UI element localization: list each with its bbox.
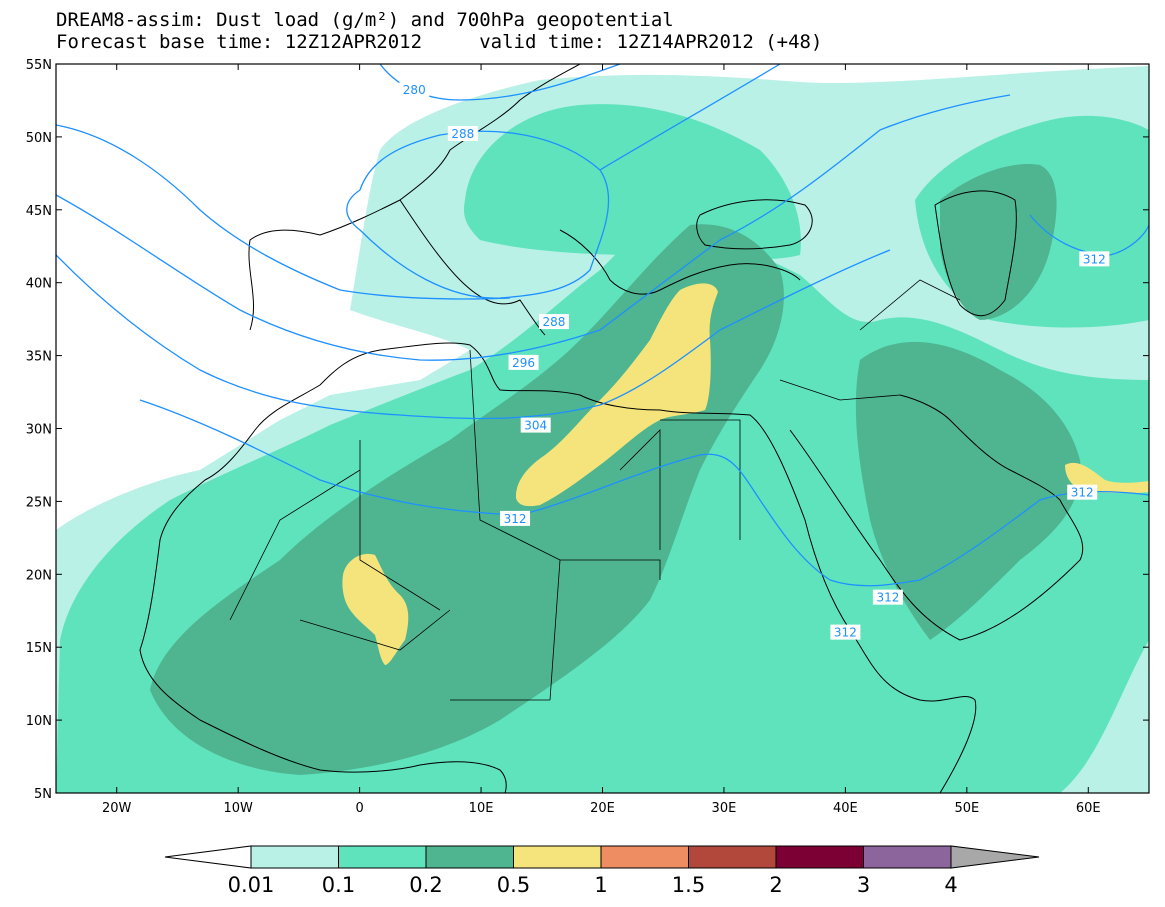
y-tick-label: 35N — [26, 350, 52, 365]
colorbar-label: 1.5 — [672, 873, 705, 897]
colorbar-low-triangle — [164, 845, 252, 869]
contour-label-bg — [447, 125, 478, 141]
political-borders — [229, 279, 961, 701]
x-tick-label: 50E — [954, 801, 979, 816]
title-line-1: DREAM8-assim: Dust load (g/m²) and 700hP… — [56, 9, 674, 31]
contour-label-bg — [1067, 484, 1098, 500]
y-tick-label: 40N — [26, 277, 52, 292]
contour-label: 288 — [542, 315, 565, 329]
title-line-2: Forecast base time: 12Z12APR2012 valid t… — [56, 31, 823, 53]
caspian-coastline — [934, 190, 1017, 317]
contour-label: 312 — [504, 512, 527, 526]
contour-label: 312 — [834, 626, 857, 640]
y-axis: 55N 50N 45N 40N 35N 30N 25N 20N 15N 10N 5N — [26, 58, 1149, 802]
x-tick-label: 40E — [833, 801, 858, 816]
y-tick-label: 30N — [26, 423, 52, 438]
colorbar-swatch — [775, 845, 864, 869]
contour-288-west — [56, 124, 511, 300]
contour-label: 312 — [1071, 486, 1094, 500]
x-tick-label: 0 — [355, 801, 363, 816]
x-tick-label: 60E — [1076, 801, 1101, 816]
black-sea-coastline — [696, 199, 813, 250]
contour-label: 312 — [876, 591, 899, 605]
colorbar-swatch — [425, 845, 514, 869]
contour-label: 304 — [524, 419, 547, 433]
dust-level-0.2-arabia — [855, 341, 1081, 640]
contour-label-bg — [872, 589, 903, 605]
contour-label: 296 — [512, 356, 535, 370]
colorbar-label: 1 — [594, 873, 607, 897]
colorbar-label: 0.01 — [228, 873, 275, 897]
dust-level-0.2 — [150, 224, 784, 776]
colorbar-swatch — [338, 845, 427, 869]
map-title: DREAM8-assim: Dust load (g/m²) and 700hP… — [56, 9, 822, 53]
dust-shading — [56, 66, 1149, 793]
y-tick-label: 55N — [26, 58, 52, 73]
contour-label-bg — [500, 510, 531, 526]
colorbar-label: 2 — [769, 873, 782, 897]
colorbar-high-triangle — [950, 845, 1040, 869]
y-tick-label: 20N — [26, 568, 52, 583]
colorbar-label: 3 — [857, 873, 870, 897]
x-tick-label: 10W — [223, 801, 253, 816]
y-tick-label: 10N — [26, 714, 52, 729]
x-tick-label: 20W — [102, 801, 132, 816]
colorbar-label: 0.5 — [497, 873, 530, 897]
y-tick-label: 15N — [26, 641, 52, 656]
y-tick-label: 25N — [26, 495, 52, 510]
x-axis: 20W 10W 0 10E 20E 30E 40E 50E 60E — [102, 64, 1101, 816]
y-tick-label: 5N — [34, 787, 52, 802]
africa-coastline — [139, 342, 977, 793]
contour-label-bg — [508, 354, 539, 370]
y-tick-label: 50N — [26, 131, 52, 146]
colorbar: 0.01 0.1 0.2 0.5 1 1.5 2 3 4 — [164, 845, 1040, 897]
contour-labels: 280 288 288 296 304 312 312 312 312 312 — [399, 82, 1110, 640]
contour-label-bg — [520, 417, 551, 433]
colorbar-swatch — [513, 845, 602, 869]
y-tick-label: 45N — [26, 204, 52, 219]
contour-label-bg — [830, 624, 861, 640]
europe-coastline — [248, 64, 801, 336]
x-tick-label: 10E — [469, 801, 494, 816]
colorbar-label: 4 — [944, 873, 957, 897]
contour-296 — [56, 94, 1011, 361]
contour-label-bg — [538, 314, 569, 330]
arabia-coastline — [789, 394, 1084, 641]
colorbar-label: 0.2 — [409, 873, 442, 897]
x-tick-label: 20E — [590, 801, 615, 816]
colorbar-swatch — [688, 845, 777, 869]
contour-label: 280 — [403, 83, 426, 97]
colorbar-swatch — [863, 845, 952, 869]
dust-level-0.5-libya — [515, 283, 718, 507]
geopotential-contours — [56, 64, 1149, 587]
colorbar-label: 0.1 — [322, 873, 355, 897]
contour-304 — [56, 249, 891, 420]
dust-level-0.5-sahel — [342, 553, 409, 665]
contour-312 — [139, 214, 1149, 587]
x-tick-label: 30E — [712, 801, 737, 816]
contour-label-bg — [1079, 251, 1110, 267]
dust-level-0.2-caspian — [940, 164, 1057, 320]
contour-label: 288 — [451, 127, 474, 141]
coastlines-borders — [139, 64, 1084, 793]
colorbar-swatch — [600, 845, 689, 869]
contour-288-north — [346, 64, 781, 299]
contour-label: 312 — [1083, 252, 1106, 266]
contour-label-bg — [399, 82, 430, 98]
colorbar-swatch — [250, 845, 339, 869]
dust-level-0.1-europe — [463, 104, 801, 260]
